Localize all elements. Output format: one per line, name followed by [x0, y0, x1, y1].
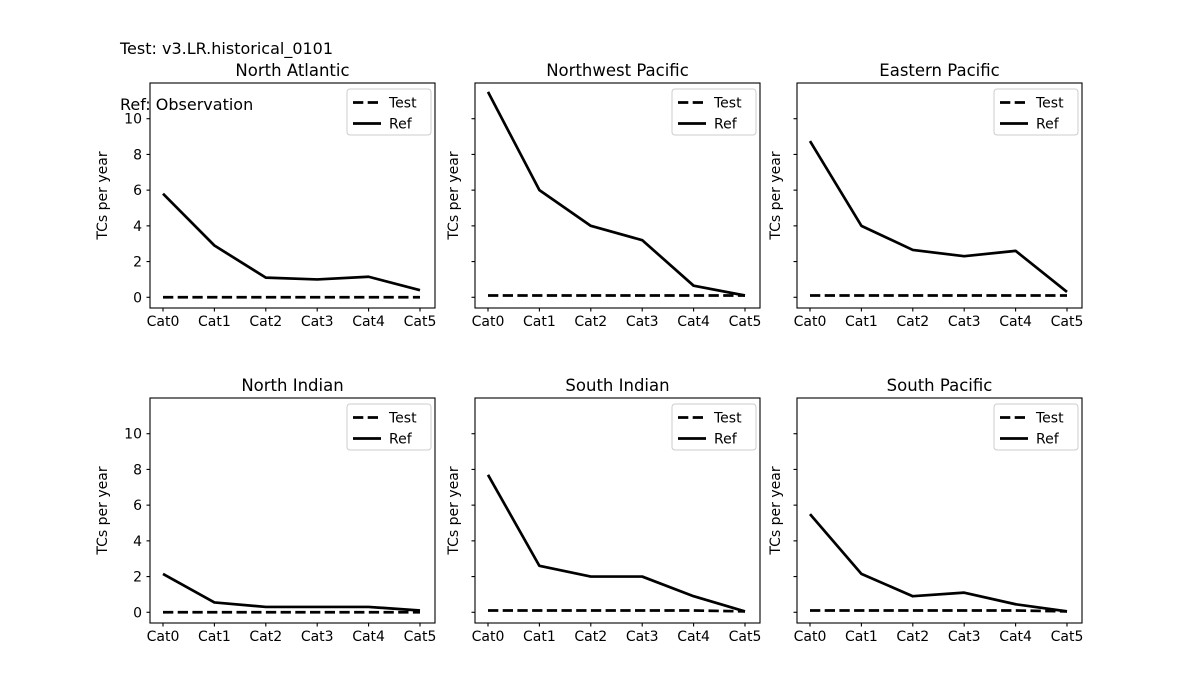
x-tick-label: Cat0 [147, 629, 180, 645]
legend-label: Test [388, 411, 417, 427]
ref-line [808, 513, 1068, 613]
x-tick-label: Cat5 [404, 314, 437, 330]
test-line [810, 609, 1068, 613]
x-tick-label: Cat3 [626, 629, 659, 645]
test-line [488, 609, 746, 613]
panel-title: Northwest Pacific [546, 61, 689, 80]
x-tick-label: Cat1 [198, 314, 231, 330]
x-tick-label: Cat2 [896, 314, 929, 330]
x-tick-label: Cat3 [301, 314, 334, 330]
x-tick-label: Cat1 [845, 629, 878, 645]
legend-label: Test [1035, 411, 1064, 427]
x-tick-label: Cat4 [352, 314, 385, 330]
ref-run-label: Ref: Observation [120, 94, 254, 114]
y-tick-label: 6 [133, 183, 142, 199]
y-tick-label: 0 [133, 290, 142, 306]
y-axis-label: TCs per year [446, 151, 462, 240]
x-tick-label: Cat2 [896, 629, 929, 645]
panel-north-indian: North Indian TCs per year 0 2 4 6 8 10 Cat0 Cat1 C… [95, 376, 437, 645]
x-tick-label: Cat3 [301, 629, 334, 645]
y-tick-label: 8 [133, 147, 142, 163]
axes-box [796, 82, 1083, 309]
panel-south-indian: South Indian TCs per year Cat0 Cat1 Cat2 Cat3… [446, 376, 762, 645]
figure-header: Test: v3.LR.historical_0101 Ref: Observa… [120, 3, 333, 151]
x-tick-label: Cat2 [574, 314, 607, 330]
y-tick-label: 4 [133, 219, 142, 235]
x-tick-label: Cat1 [198, 629, 231, 645]
x-tick-label: Cat1 [845, 314, 878, 330]
x-tick-label: Cat3 [948, 629, 981, 645]
ref-line [162, 572, 421, 612]
test-run-label: Test: v3.LR.historical_0101 [120, 39, 334, 58]
legend-label: Ref [1036, 432, 1060, 448]
axes-box [149, 397, 436, 624]
panel-northwest-pacific: Northwest Pacific TCs per year Cat0 Cat1 Cat… [446, 61, 762, 330]
y-tick-label: 10 [124, 112, 142, 128]
x-tick-label: Cat4 [352, 629, 385, 645]
x-tick-label: Cat2 [249, 314, 282, 330]
y-tick-label: 0 [133, 605, 142, 621]
x-tick-label: Cat1 [523, 314, 556, 330]
panel-title: Eastern Pacific [879, 61, 999, 80]
legend-label: Test [713, 96, 742, 112]
ref-line [808, 140, 1068, 293]
panel-title: North Atlantic [235, 61, 349, 80]
x-tick-label: Cat5 [404, 629, 437, 645]
y-axis-label: TCs per year [768, 466, 784, 555]
legend-label: Ref [389, 117, 413, 133]
y-axis-label: TCs per year [768, 151, 784, 240]
legend-label: Ref [714, 117, 738, 133]
y-tick-label: 2 [133, 570, 142, 586]
x-tick-label: Cat2 [574, 629, 607, 645]
legend-label: Ref [1036, 117, 1060, 133]
x-tick-label: Cat4 [999, 629, 1032, 645]
panel-title: South Indian [565, 376, 669, 395]
y-tick-label: 2 [133, 255, 142, 271]
y-tick-label: 4 [133, 534, 142, 550]
panel-title: North Indian [241, 376, 343, 395]
panel-title: South Pacific [887, 376, 993, 395]
x-tick-label: Cat0 [794, 629, 827, 645]
x-tick-label: Cat3 [626, 314, 659, 330]
legend-label: Ref [714, 432, 738, 448]
panel-eastern-pacific: Eastern Pacific TCs per year Cat0 Cat1 Cat2 C… [768, 61, 1084, 330]
panel-north-atlantic: North Atlantic TCs per year 0 2 4 6 8 10 Cat0 Cat… [95, 61, 437, 330]
x-tick-label: Cat0 [147, 314, 180, 330]
x-tick-label: Cat0 [794, 314, 827, 330]
x-tick-label: Cat4 [677, 314, 710, 330]
legend-label: Test [388, 96, 417, 112]
x-tick-label: Cat5 [729, 314, 762, 330]
y-axis-label: TCs per year [95, 151, 111, 240]
y-tick-label: 6 [133, 498, 142, 514]
x-tick-label: Cat0 [472, 314, 505, 330]
y-axis-label: TCs per year [446, 466, 462, 555]
x-tick-label: Cat2 [249, 629, 282, 645]
y-axis-label: TCs per year [95, 466, 111, 555]
y-tick-label: 10 [124, 427, 142, 443]
x-tick-label: Cat3 [948, 314, 981, 330]
panel-south-pacific: South Pacific TCs per year Cat0 Cat1 Cat2 Cat… [768, 376, 1084, 645]
ref-line [486, 474, 746, 613]
x-tick-label: Cat5 [729, 629, 762, 645]
legend-label: Ref [389, 432, 413, 448]
x-tick-label: Cat5 [1051, 629, 1084, 645]
ref-line [162, 192, 421, 292]
x-tick-label: Cat4 [999, 314, 1032, 330]
y-tick-label: 8 [133, 462, 142, 478]
x-tick-label: Cat1 [523, 629, 556, 645]
legend-label: Test [1035, 96, 1064, 112]
x-tick-label: Cat0 [472, 629, 505, 645]
axes-box [149, 82, 436, 309]
x-tick-label: Cat5 [1051, 314, 1084, 330]
axes-box [474, 397, 761, 624]
axes-box [474, 82, 761, 309]
legend-label: Test [713, 411, 742, 427]
x-tick-label: Cat4 [677, 629, 710, 645]
axes-box [796, 397, 1083, 624]
ref-line [486, 91, 746, 297]
